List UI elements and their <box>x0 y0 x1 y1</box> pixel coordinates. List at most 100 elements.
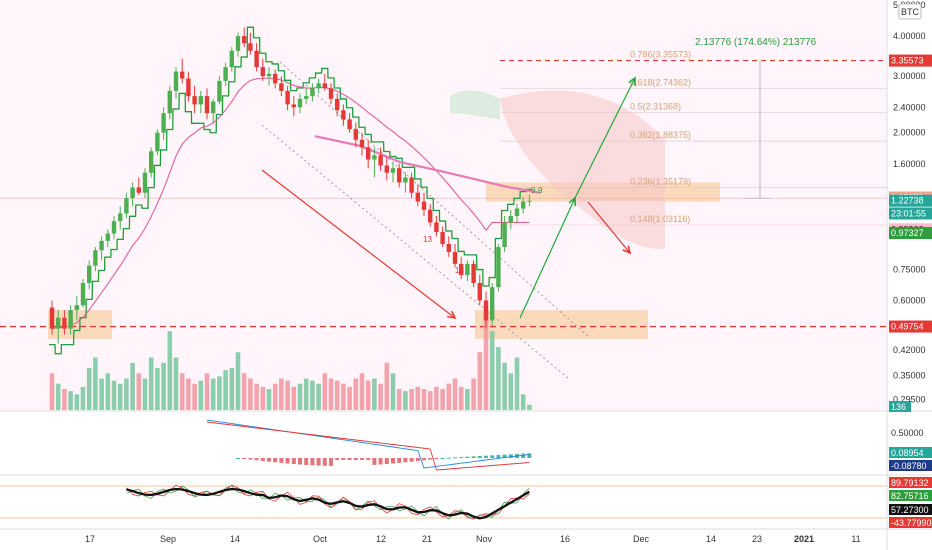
macd-hist-35 <box>267 458 271 462</box>
candle-body-58 <box>409 177 414 193</box>
macd-hist-68 <box>471 456 476 458</box>
drawings-layer <box>261 78 635 318</box>
x-tick-5: 21 <box>422 534 432 544</box>
macd-hist-66 <box>459 457 464 458</box>
candle-body-11 <box>118 213 123 222</box>
candle-body-25 <box>204 96 210 114</box>
macd-hist-53 <box>378 458 383 465</box>
price-tag-bg-0 <box>889 54 932 67</box>
volume-bar-19 <box>167 331 173 410</box>
candle-body-76 <box>521 201 526 209</box>
candle-body-42 <box>310 88 315 97</box>
macd-hist-44 <box>322 458 327 466</box>
y-tick-1: 4.00000 <box>893 31 926 41</box>
volume-bar-20 <box>173 357 179 410</box>
y-tick-6: 0.75000 <box>893 264 926 274</box>
candle-body-37 <box>279 83 284 91</box>
candle-body-53 <box>378 155 383 166</box>
macd-hist-61 <box>428 458 433 460</box>
price-tag-bg-6 <box>889 320 932 333</box>
candle-body-73 <box>502 222 507 248</box>
candle-body-77 <box>527 200 532 202</box>
macd-hist-31 <box>242 458 247 459</box>
macd-tag-1-label: 0.08954 <box>891 448 924 458</box>
candle-body-75 <box>514 208 520 216</box>
price-tag-bg-3 <box>889 207 932 220</box>
candle-body-57 <box>403 177 408 183</box>
candle-body-68 <box>471 263 476 284</box>
candle-body-15 <box>142 172 148 193</box>
macd-hist-42 <box>310 458 315 466</box>
candle-body-67 <box>465 263 470 276</box>
fib-label-5: 0.148(1.03116) <box>630 214 690 224</box>
volume-bar-68 <box>471 378 476 410</box>
candle-body-66 <box>459 263 464 276</box>
x-tick-12: 11 <box>851 534 860 544</box>
volume-bar-61 <box>427 391 433 410</box>
macd-hist-63 <box>440 458 445 459</box>
candle-body-52 <box>372 155 377 160</box>
volume-bar-22 <box>186 378 191 410</box>
candle-body-20 <box>173 71 179 91</box>
candle-body-71 <box>490 287 495 321</box>
volume-bar-18 <box>161 362 166 410</box>
volume-bar-48 <box>347 386 352 410</box>
macd-hist-58 <box>409 458 414 462</box>
candle-body-26 <box>211 101 216 114</box>
volume-bar-38 <box>285 380 290 410</box>
fib-label-3: 0.382(1.88375) <box>630 130 691 140</box>
macd-tick-0: 0.50000 <box>891 428 924 438</box>
volume-bar-71 <box>489 331 495 410</box>
volume-bar-8 <box>99 378 104 410</box>
volume-layer <box>49 305 532 410</box>
x-tick-1: Sep <box>160 534 176 544</box>
signal-line <box>206 421 530 471</box>
macd-tag-2-label: -0.08780 <box>891 461 927 471</box>
volume-bar-21 <box>179 373 185 410</box>
volume-bar-50 <box>359 373 365 410</box>
candle-body-28 <box>223 67 228 81</box>
macd-hist-69 <box>477 456 482 458</box>
macd-line <box>206 419 530 469</box>
candle-body-7 <box>93 250 98 266</box>
y-tick-8: 0.42000 <box>893 345 926 355</box>
x-tick-11: 2021 <box>794 534 814 544</box>
macd-hist-38 <box>285 458 290 464</box>
volume-bar-36 <box>272 383 278 410</box>
macd-hist-76 <box>521 453 526 458</box>
candle-body-35 <box>266 73 272 77</box>
candle-body-47 <box>341 110 346 120</box>
volume-bar-3 <box>68 391 73 410</box>
candle-body-40 <box>297 98 303 108</box>
macd-hist-67 <box>465 456 470 458</box>
candle-body-74 <box>508 215 513 223</box>
y-tick-2: 3.00000 <box>893 71 926 81</box>
candle-body-54 <box>384 165 389 173</box>
volume-bar-7 <box>93 357 98 410</box>
volume-bar-57 <box>403 391 408 410</box>
measure-label: 2.13776 (174.64%) 213776 <box>695 37 817 48</box>
macd-tag-1: 0.08954 <box>889 447 932 458</box>
oscillator-layer <box>0 484 887 520</box>
volume-bar-26 <box>210 378 216 410</box>
candle-body-32 <box>248 43 253 51</box>
volume-bar-24 <box>198 380 204 410</box>
candle-body-72 <box>496 247 501 288</box>
price-tag-bg-2 <box>889 194 932 207</box>
volume-bar-25 <box>204 373 210 410</box>
volume-bar-15 <box>142 378 148 410</box>
macd-hist-37 <box>279 458 284 463</box>
candle-body-70 <box>483 300 489 321</box>
volume-bar-10 <box>111 380 117 410</box>
candle-body-1 <box>56 317 61 329</box>
macd-hist-47 <box>341 458 346 460</box>
price-tags-layer: 3.355731.255791.2273823:01:550.999600.97… <box>889 54 932 333</box>
y-tick-9: 0.35000 <box>893 371 926 381</box>
volume-bar-12 <box>124 378 129 410</box>
volume-bar-32 <box>248 378 253 410</box>
candle-body-12 <box>124 198 129 214</box>
price-tag-6: 0.49754 <box>891 322 924 332</box>
candle-body-62 <box>434 222 439 233</box>
x-tick-8: Dec <box>633 534 650 544</box>
